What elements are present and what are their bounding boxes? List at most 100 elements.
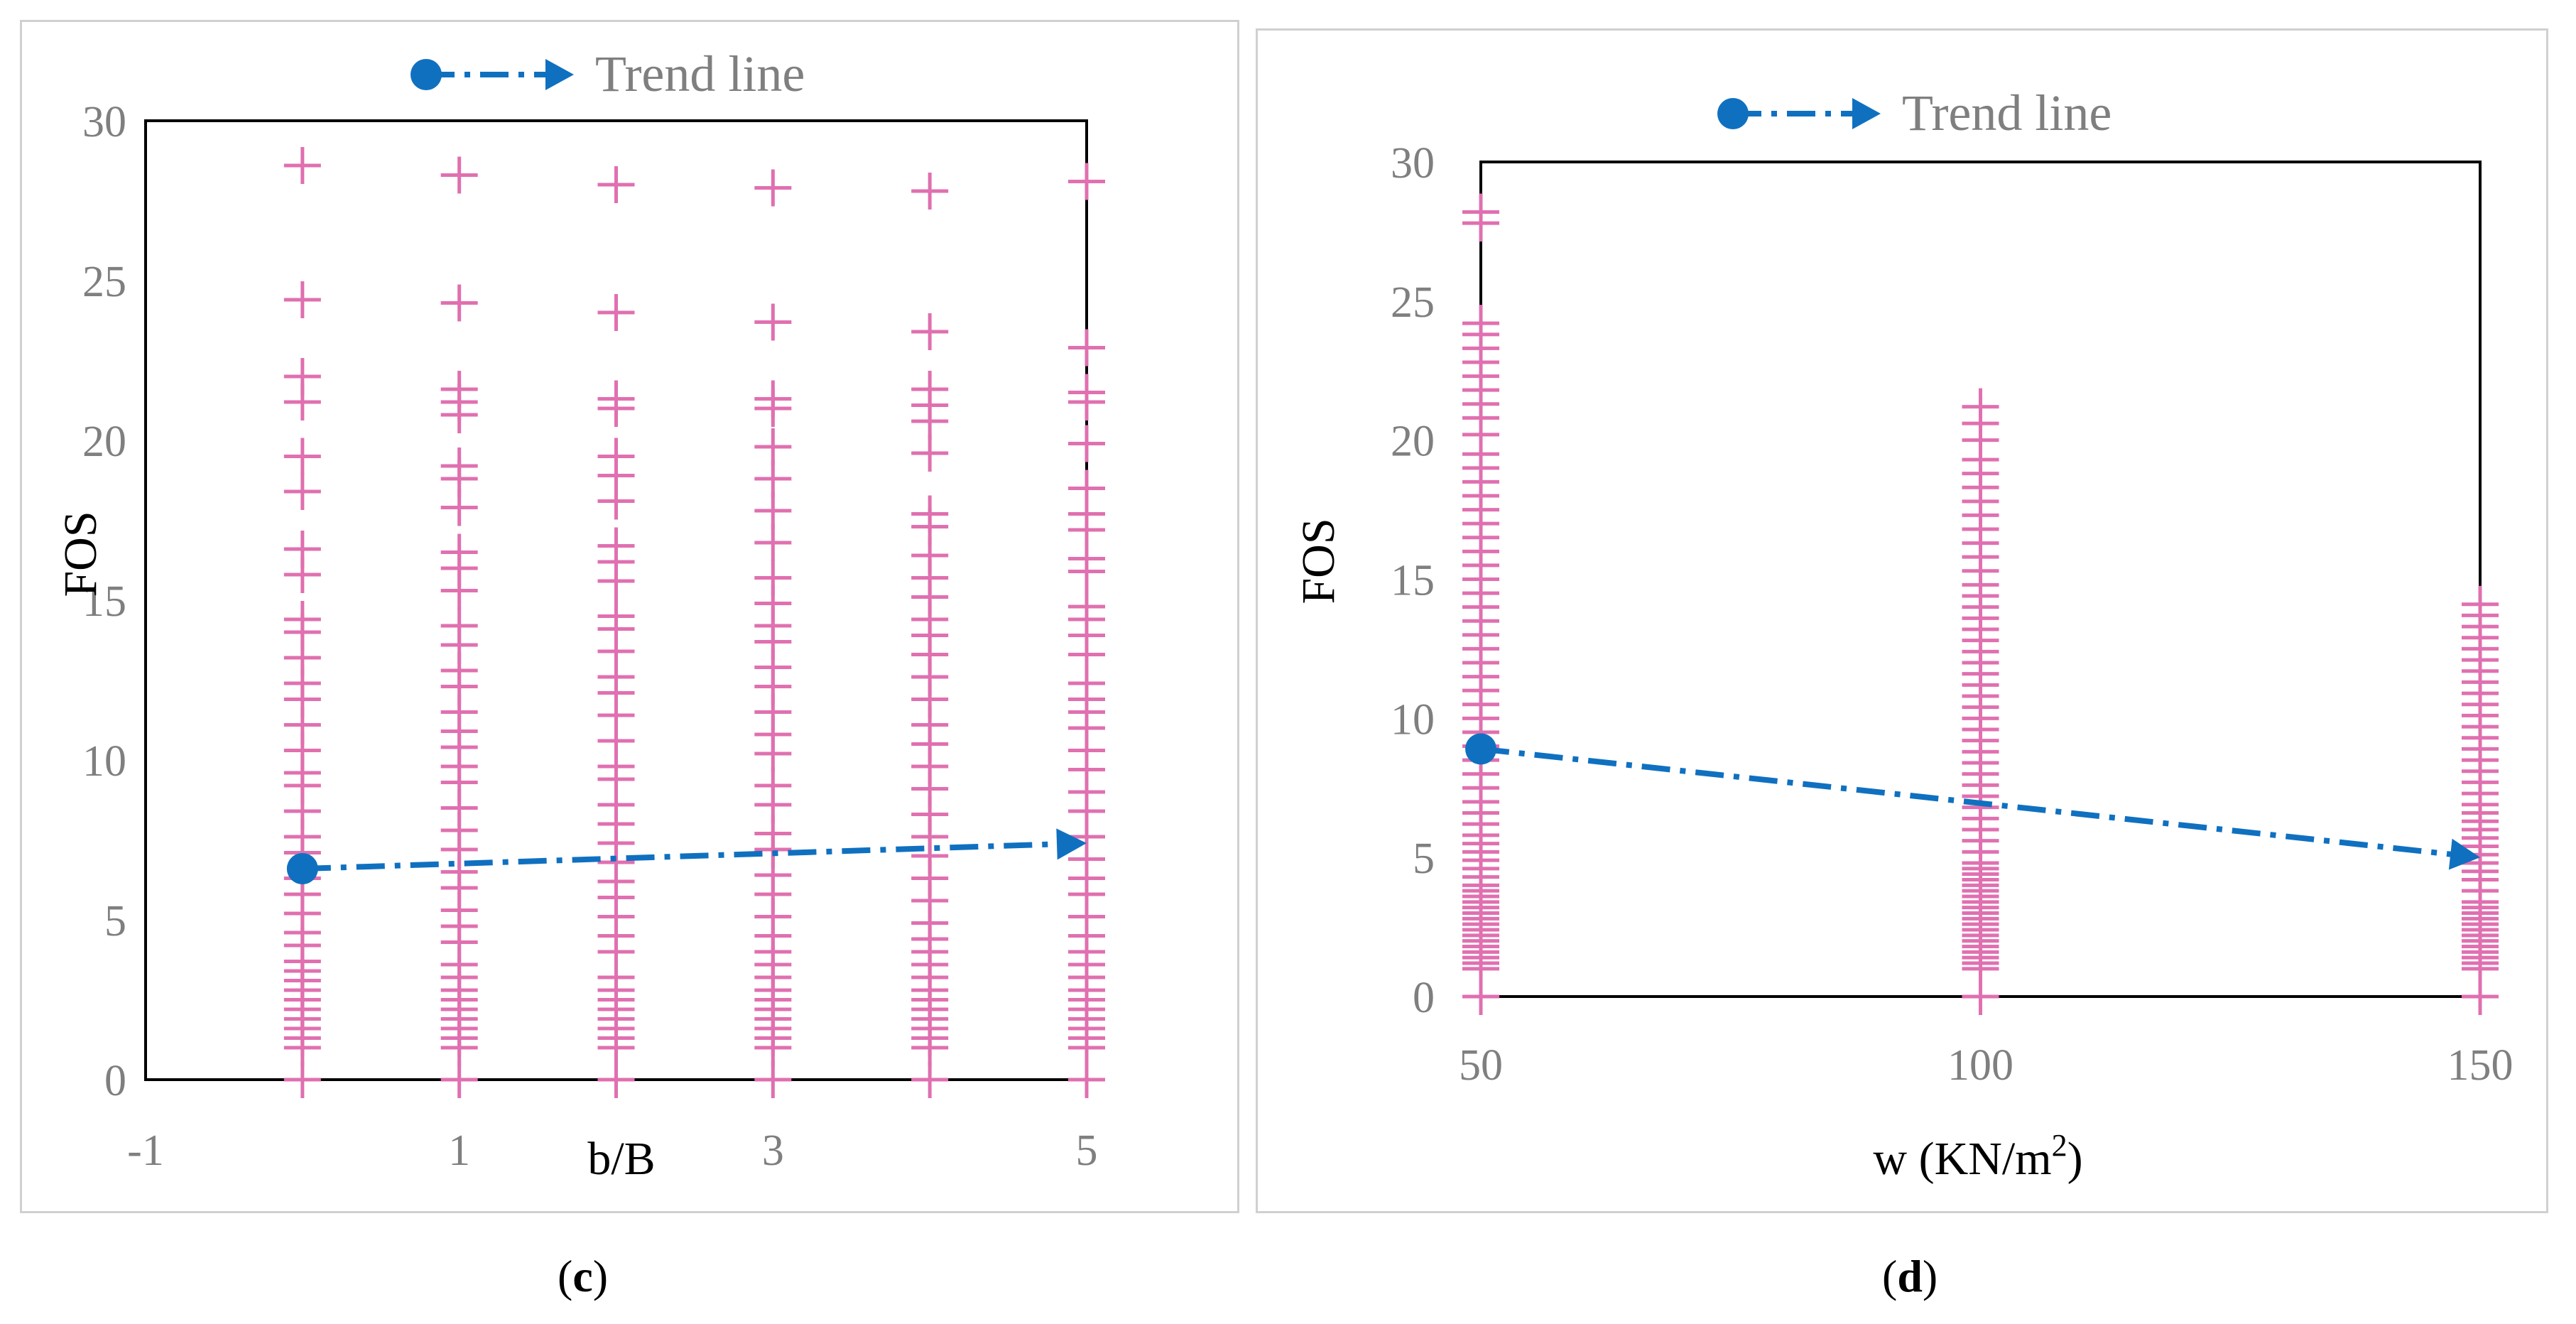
- tick-labels-c: -1 1 3 5 0 5 10 15 20 25 30: [82, 98, 1098, 1175]
- data-point-c-1-35: [440, 371, 478, 408]
- data-point-c-4-36: [911, 313, 949, 350]
- data-point-c-2-35: [597, 294, 635, 331]
- data-point-c-2-34: [597, 380, 635, 418]
- scatter-points-d: [1462, 193, 2499, 1015]
- data-point-d-1-57: [1962, 388, 1999, 425]
- data-point-c-5-34: [1068, 425, 1105, 462]
- legend-label-d: Trend line: [1902, 85, 2112, 141]
- data-point-c-0-31: [283, 438, 321, 475]
- y-tick-label-c-4: 20: [82, 418, 126, 466]
- data-point-c-2-36: [597, 166, 635, 203]
- data-point-d-0-59: [1462, 305, 1499, 342]
- data-point-c-0-27: [283, 601, 321, 638]
- data-point-c-0-30: [283, 473, 321, 510]
- y-tick-label-d-4: 20: [1391, 418, 1435, 466]
- x-tick-label-c-2: 3: [762, 1127, 784, 1175]
- scatter-points-c: [283, 147, 1105, 1098]
- data-point-c-0-34: [283, 281, 321, 318]
- y-tick-label-d-6: 30: [1391, 139, 1435, 188]
- data-point-c-0-29: [283, 531, 321, 568]
- legend-marker-arrow-c: [545, 59, 574, 90]
- trend-start-marker-c: [286, 853, 318, 884]
- y-tick-label-d-1: 5: [1413, 835, 1435, 883]
- data-point-c-2-32: [597, 438, 635, 475]
- data-point-c-2-0: [597, 1061, 635, 1098]
- x-axis-title-d-main: w (KN/m: [1873, 1133, 2051, 1185]
- data-point-c-5-28: [1068, 588, 1105, 625]
- data-point-c-1-0: [440, 1061, 478, 1098]
- y-tick-label-c-1: 5: [104, 897, 126, 945]
- trend-end-arrow-d: [2448, 838, 2480, 870]
- data-point-c-2-29: [597, 527, 635, 565]
- data-point-c-5-0: [1068, 1061, 1105, 1098]
- tick-labels-d: 50 100 150 0 5 10 15 20 25 30: [1391, 139, 2513, 1090]
- legend-marker-circle-c: [411, 59, 442, 90]
- y-tick-label-d-2: 10: [1391, 695, 1435, 744]
- y-tick-label-c-2: 10: [82, 737, 126, 786]
- trend-line-d: [1465, 733, 2480, 870]
- trend-line-path-c: [302, 840, 1073, 872]
- data-point-c-1-29: [440, 533, 478, 571]
- data-point-c-3-0: [754, 1061, 792, 1098]
- trend-end-arrow-c: [1056, 828, 1087, 860]
- y-tick-label-d-3: 15: [1391, 557, 1435, 605]
- x-tick-label-c-3: 5: [1076, 1127, 1098, 1175]
- data-point-c-3-27: [754, 559, 792, 597]
- data-point-c-2-26: [597, 597, 635, 635]
- x-tick-label-c-1: 1: [448, 1127, 470, 1175]
- data-point-c-4-31: [911, 495, 949, 533]
- y-tick-label-d-5: 25: [1391, 278, 1435, 327]
- data-point-c-5-37: [1068, 329, 1105, 367]
- data-point-c-0-33: [283, 358, 321, 395]
- data-point-c-1-32: [440, 447, 478, 484]
- data-point-c-0-0: [283, 1061, 321, 1098]
- trend-line-path-d: [1480, 746, 2467, 859]
- data-point-c-3-18: [754, 767, 792, 804]
- x-axis-title-d-end: ): [2067, 1133, 2083, 1185]
- y-tick-label-d-0: 0: [1413, 974, 1435, 1022]
- trend-start-marker-d: [1465, 733, 1496, 765]
- data-point-c-4-32: [911, 435, 949, 472]
- data-point-c-4-0: [911, 1061, 949, 1098]
- panel-label-d: (d): [1882, 1251, 1938, 1301]
- x-tick-label-d-0: 50: [1459, 1041, 1503, 1090]
- data-point-c-3-31: [754, 428, 792, 465]
- data-point-c-3-29: [754, 492, 792, 529]
- legend-d: Trend line: [1717, 85, 2112, 141]
- data-point-c-3-30: [754, 460, 792, 497]
- data-point-c-3-33: [754, 380, 792, 418]
- legend-marker-circle-d: [1717, 98, 1749, 129]
- data-point-c-5-38: [1068, 163, 1105, 200]
- x-tick-label-d-1: 100: [1947, 1041, 2013, 1090]
- y-tick-label-c-6: 30: [82, 98, 126, 146]
- legend-label-c: Trend line: [595, 45, 805, 102]
- data-point-d-2-42: [2462, 585, 2499, 623]
- data-point-c-5-33: [1068, 470, 1105, 507]
- y-axis-title-d: FOS: [1293, 518, 1344, 604]
- x-axis-title-d-sup: 2: [2052, 1128, 2067, 1163]
- x-axis-title-c: b/B: [587, 1133, 655, 1185]
- x-axis-title-d: w (KN/m2): [1873, 1128, 2082, 1185]
- data-point-c-3-28: [754, 524, 792, 561]
- data-point-d-0-61: [1462, 193, 1499, 231]
- y-tick-label-c-0: 0: [104, 1057, 126, 1105]
- data-point-c-4-35: [911, 371, 949, 408]
- x-tick-label-c-0: -1: [127, 1127, 164, 1175]
- data-point-c-3-35: [754, 169, 792, 207]
- data-point-c-1-36: [440, 284, 478, 322]
- data-point-c-4-37: [911, 173, 949, 210]
- x-tick-label-d-2: 150: [2447, 1041, 2513, 1090]
- legend-c: Trend line: [411, 45, 805, 102]
- y-tick-label-c-5: 25: [82, 258, 126, 306]
- panel-label-c: (c): [558, 1251, 609, 1301]
- trend-line-c: [286, 828, 1087, 884]
- data-point-c-3-34: [754, 303, 792, 341]
- data-point-c-1-37: [440, 156, 478, 194]
- legend-marker-arrow-d: [1852, 98, 1881, 129]
- data-point-c-5-36: [1068, 374, 1105, 411]
- data-point-c-1-26: [440, 607, 478, 644]
- y-axis-title-c: FOS: [55, 511, 107, 597]
- data-point-c-0-35: [283, 147, 321, 184]
